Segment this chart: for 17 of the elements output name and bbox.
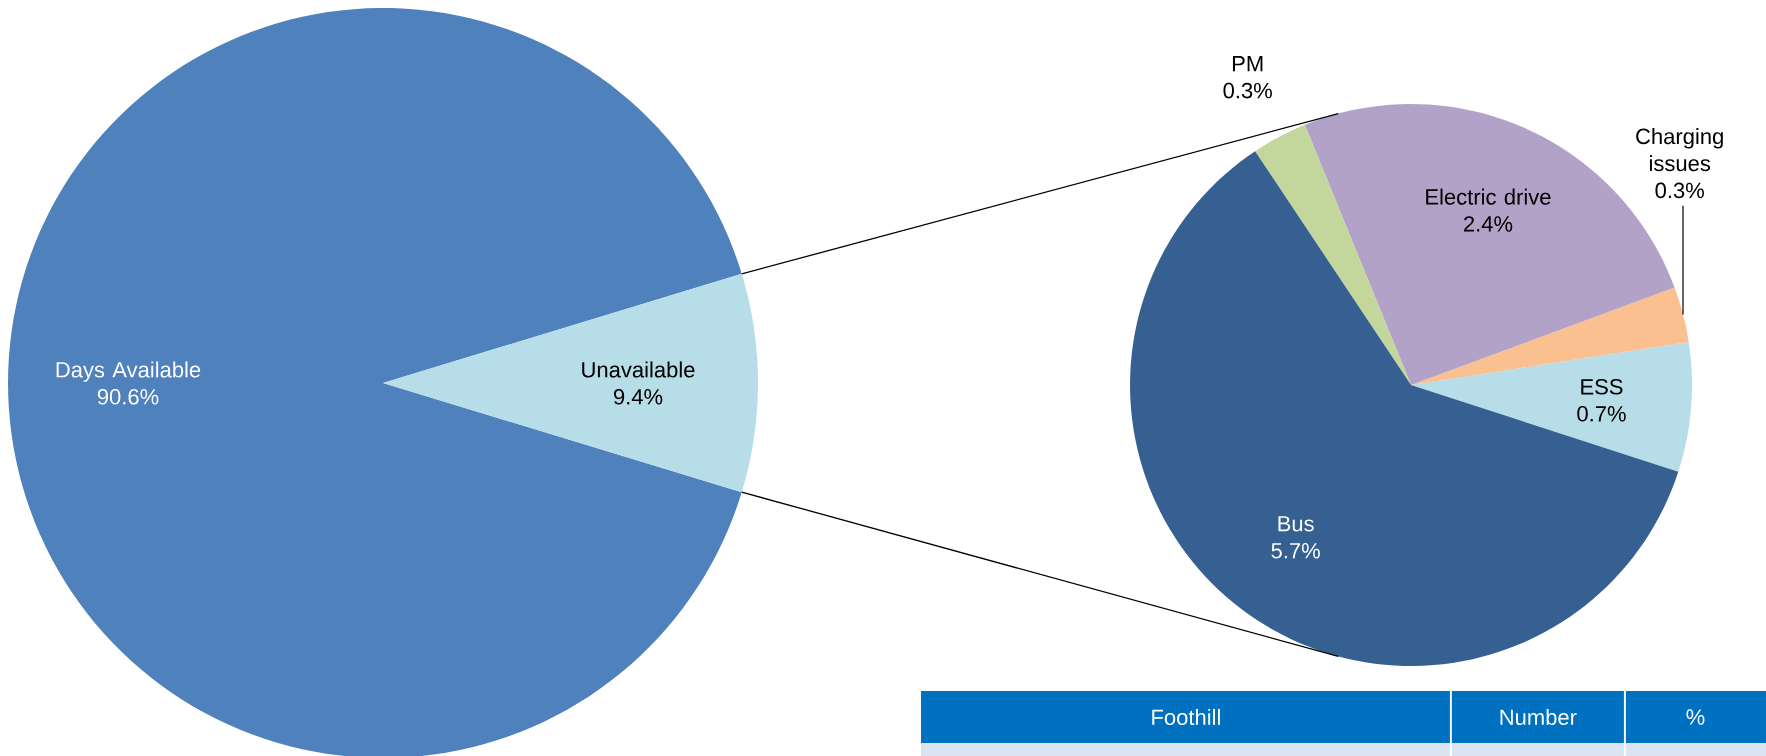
data-label: 9.4% bbox=[613, 388, 663, 405]
category-label: Foothill bbox=[1152, 708, 1220, 726]
slice-label: Unavailable bbox=[582, 361, 695, 378]
slice-label: Bus bbox=[1278, 516, 1314, 532]
category-label: % bbox=[1686, 709, 1705, 725]
slice-label: Electric drive bbox=[1426, 188, 1551, 205]
data-label: 5.7% bbox=[1271, 543, 1320, 559]
slice-label: ESS bbox=[1581, 379, 1623, 395]
data-label: 0.3% bbox=[1223, 82, 1272, 99]
slice-label: Days Available bbox=[56, 361, 201, 382]
data-label: 90.6% bbox=[97, 388, 159, 405]
data-label: 0.7% bbox=[1577, 406, 1626, 422]
slice-label: Charging issues bbox=[1636, 128, 1723, 172]
data-label: 2.4% bbox=[1463, 216, 1513, 232]
slice-label: PM bbox=[1232, 56, 1263, 72]
category-label: Number bbox=[1500, 708, 1577, 726]
data-label: 0.3% bbox=[1655, 182, 1704, 199]
